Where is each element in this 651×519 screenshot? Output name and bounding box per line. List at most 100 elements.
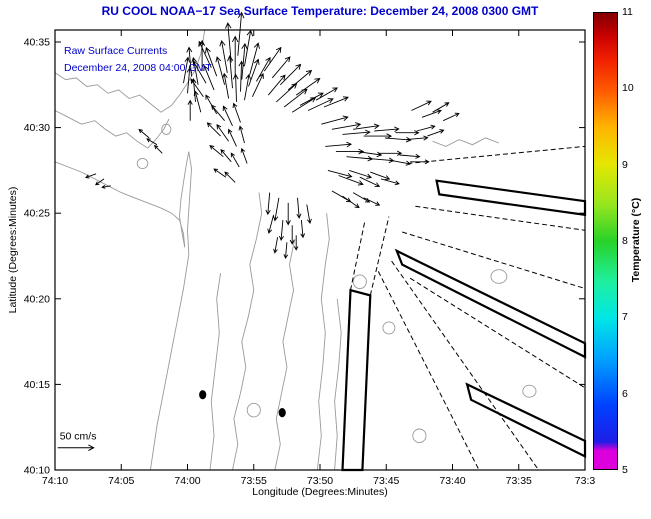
current-vector (191, 56, 199, 85)
current-vector (206, 122, 221, 137)
depth-contour-blob (522, 384, 537, 398)
plot-border (54, 29, 586, 471)
coastline-contour (334, 298, 342, 471)
current-vector (210, 104, 225, 121)
current-vector (187, 99, 193, 121)
current-vector (289, 225, 295, 245)
current-vector (325, 141, 353, 148)
current-vector (146, 138, 158, 146)
colorbar-tick-label: 5 (622, 464, 628, 476)
current-vector (353, 123, 380, 130)
y-tick-label: 40:15 (24, 379, 50, 391)
x-tick-label: 73:35 (506, 475, 532, 487)
current-vector (224, 171, 236, 183)
current-vector (232, 102, 241, 123)
colorbar-tick-label: 10 (622, 82, 634, 95)
current-vector (421, 109, 442, 118)
annotation-currents-title: Raw Surface Currents (64, 45, 168, 57)
current-vector (357, 151, 383, 158)
current-vector (363, 197, 381, 206)
current-vector (192, 60, 207, 84)
y-axis-label: Latitude (Degrees:Minutes) (7, 186, 19, 314)
current-vector (267, 214, 275, 234)
depth-contour-blob (161, 123, 172, 135)
x-tick-label: 73:40 (439, 475, 465, 487)
current-vector (85, 173, 97, 179)
current-vector (299, 92, 324, 106)
plot-title: RU COOL NOAA−17 Sea Surface Temperature:… (101, 4, 539, 18)
current-vector (342, 195, 360, 209)
x-tick-label: 73:50 (307, 475, 333, 487)
current-vector (411, 100, 432, 111)
current-vector (244, 73, 252, 101)
current-vector (443, 112, 460, 122)
current-vector (251, 73, 264, 97)
current-vector (238, 60, 245, 92)
current-vector (230, 152, 240, 168)
depth-contour-blob (490, 269, 508, 284)
current-vector (359, 176, 381, 188)
y-tick-label: 40:30 (24, 122, 50, 134)
coastline-contour (274, 238, 296, 471)
current-vector (416, 124, 436, 132)
x-tick-label: 74:10 (42, 475, 68, 487)
current-vector (237, 11, 245, 56)
current-vector (374, 126, 400, 132)
current-vector (186, 67, 193, 94)
depth-contour-blob (136, 157, 149, 170)
x-tick-label: 73:3 (575, 475, 596, 487)
coastline-contour (232, 192, 263, 471)
current-vector (154, 144, 163, 154)
current-vector (213, 168, 227, 178)
dashed-lane-boundary (409, 277, 586, 389)
current-vector (199, 39, 206, 72)
traffic-lane (435, 179, 587, 217)
current-vector (287, 69, 313, 91)
buoy-marker (278, 408, 286, 418)
current-vector (275, 82, 298, 103)
current-vector (315, 87, 339, 101)
colorbar (593, 12, 618, 470)
coastline-contour (54, 151, 192, 471)
current-vector (342, 129, 371, 136)
current-vector (227, 54, 234, 89)
current-vector (278, 219, 284, 242)
colorbar-gradient (594, 13, 617, 469)
current-vector (263, 46, 282, 72)
current-vector (388, 159, 412, 166)
dashed-lane-boundary (350, 219, 366, 291)
current-vector (215, 56, 226, 85)
current-vector (295, 77, 321, 96)
current-vector (222, 105, 233, 127)
current-vector (240, 147, 248, 164)
current-vector (427, 129, 445, 137)
current-vector (410, 159, 430, 165)
current-vector (249, 42, 260, 75)
current-vector (300, 219, 306, 239)
current-vector (248, 58, 260, 87)
current-vector (306, 204, 312, 225)
dashed-lane-boundary (377, 271, 480, 471)
traffic-lane (465, 382, 587, 459)
current-vector (232, 35, 239, 77)
current-vector (209, 144, 224, 158)
current-vector (216, 124, 229, 142)
current-vector (241, 42, 248, 80)
current-vector (291, 97, 317, 113)
current-vector (399, 153, 421, 159)
dashed-lane-boundary (369, 216, 390, 296)
current-vector (238, 125, 245, 144)
colorbar-tick-label: 7 (622, 311, 628, 324)
current-vector (138, 128, 150, 139)
current-vector (271, 56, 291, 79)
colorbar-label: Temperature (°C) (630, 197, 642, 283)
current-vector (378, 150, 403, 156)
current-vector (220, 148, 232, 163)
current-vector (203, 65, 215, 91)
current-vector (349, 169, 373, 179)
buoy-marker (199, 390, 207, 400)
current-vector (183, 56, 191, 84)
current-vector (327, 169, 353, 179)
